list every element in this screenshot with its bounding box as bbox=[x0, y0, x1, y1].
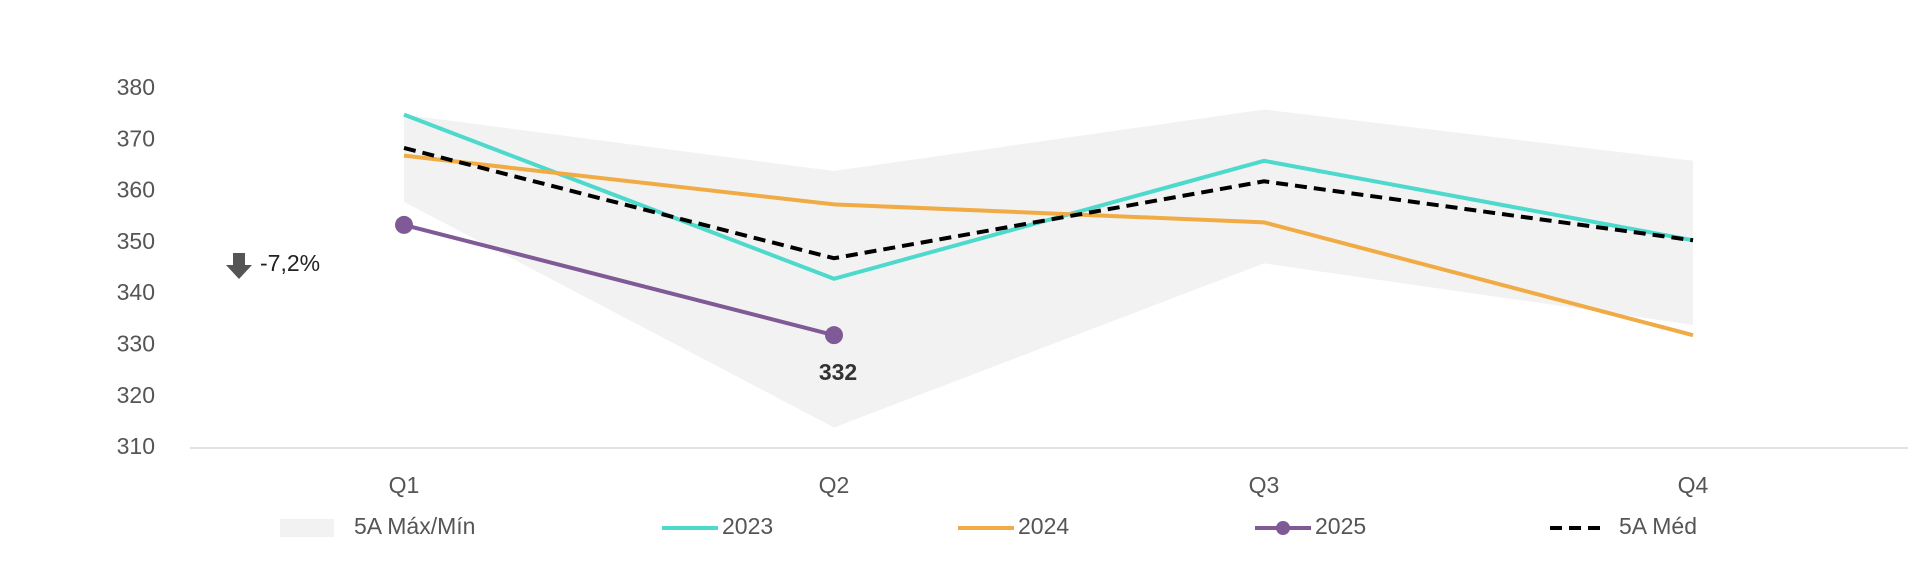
min-max-band bbox=[404, 109, 1693, 428]
legend-label: 5A Máx/Mín bbox=[354, 513, 475, 539]
point-marker bbox=[395, 215, 413, 234]
series-line bbox=[403, 153, 1694, 338]
y-tick-label: 360 bbox=[117, 177, 155, 203]
x-tick-label: Q1 bbox=[389, 472, 420, 498]
legend-label: 5A Méd bbox=[1619, 513, 1697, 539]
y-tick-label: 340 bbox=[117, 279, 155, 305]
y-tick-label: 310 bbox=[117, 433, 155, 459]
legend-label: 2025 bbox=[1315, 513, 1366, 539]
x-tick-label: Q3 bbox=[1249, 472, 1280, 498]
y-tick-label: 320 bbox=[117, 382, 155, 408]
legend-label: 2024 bbox=[1018, 513, 1069, 539]
x-tick-label: Q4 bbox=[1678, 472, 1709, 498]
value-label: 332 bbox=[819, 359, 857, 385]
series-line bbox=[403, 112, 1694, 281]
y-tick-label: 370 bbox=[117, 125, 155, 151]
legend-swatch bbox=[280, 519, 334, 537]
y-tick-label: 330 bbox=[117, 331, 155, 357]
legend-label: 2023 bbox=[722, 513, 773, 539]
series-line bbox=[403, 222, 835, 338]
point-marker bbox=[825, 326, 843, 345]
down-arrow-icon bbox=[226, 253, 252, 279]
y-tick-label: 350 bbox=[117, 228, 155, 254]
annotation: -7,2% bbox=[260, 250, 320, 276]
x-tick-label: Q2 bbox=[819, 472, 850, 498]
legend-marker bbox=[1276, 521, 1290, 535]
y-tick-label: 380 bbox=[117, 74, 155, 100]
